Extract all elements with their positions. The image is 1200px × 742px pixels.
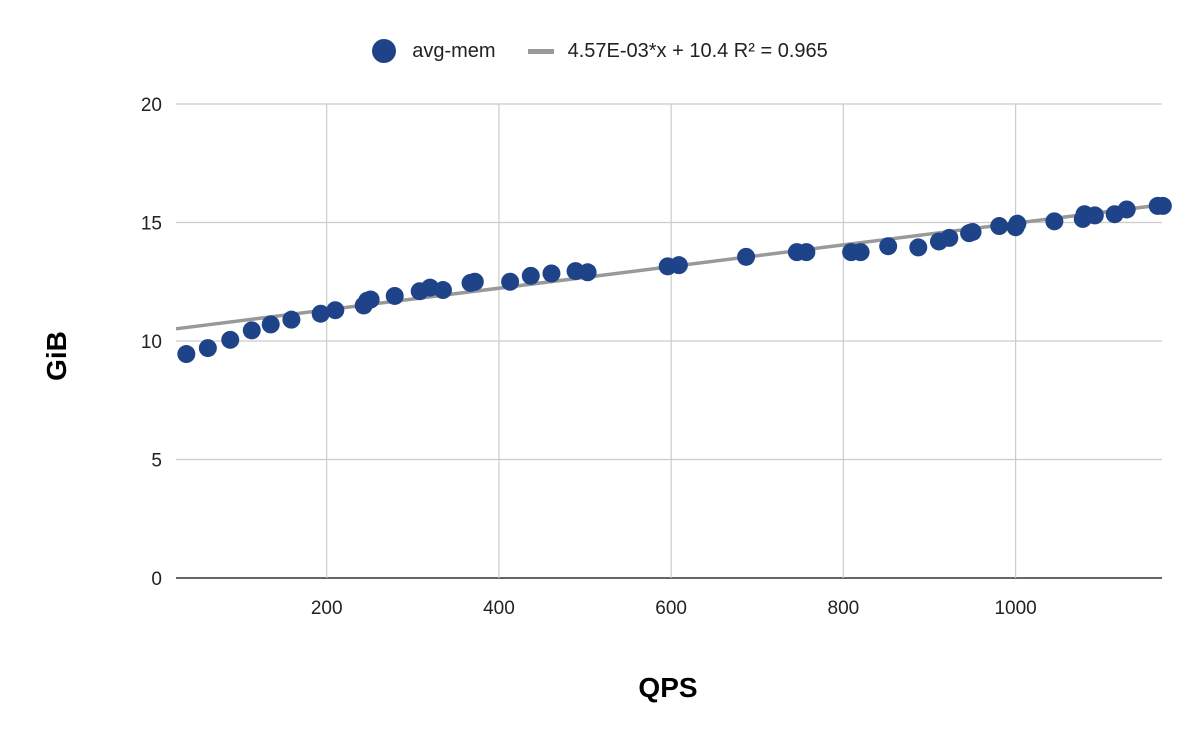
- data-point: [242, 321, 261, 340]
- data-point: [578, 263, 597, 282]
- data-point: [909, 238, 928, 257]
- data-point: [1008, 214, 1027, 233]
- data-point: [221, 330, 240, 349]
- data-point: [990, 217, 1009, 236]
- y-tick-label: 15: [141, 214, 162, 235]
- data-point: [198, 339, 217, 358]
- data-point: [1117, 200, 1136, 219]
- data-point: [385, 286, 404, 305]
- data-point: [326, 301, 345, 320]
- x-tick-label: 200: [311, 598, 343, 619]
- data-point: [361, 290, 380, 309]
- data-point: [465, 272, 484, 291]
- y-axis-title: GiB: [41, 331, 72, 381]
- data-point: [737, 247, 756, 266]
- x-tick-label: 400: [483, 598, 515, 619]
- legend-label-avg-mem: avg-mem: [412, 39, 496, 62]
- y-tick-label: 5: [151, 451, 162, 472]
- legend: avg-mem 4.57E-03*x + 10.4 R² = 0.965: [0, 36, 1200, 66]
- data-point: [879, 237, 898, 256]
- data-point: [282, 310, 301, 329]
- legend-item-trendline: 4.57E-03*x + 10.4 R² = 0.965: [496, 40, 828, 63]
- data-point: [851, 243, 870, 262]
- data-points: [177, 196, 1172, 364]
- data-point: [501, 272, 520, 291]
- data-point: [521, 266, 540, 285]
- data-point: [177, 345, 196, 364]
- data-point: [963, 222, 982, 241]
- y-tick-label: 10: [141, 332, 162, 353]
- data-point: [1045, 212, 1064, 231]
- data-point: [542, 264, 561, 283]
- legend-label-trendline: 4.57E-03*x + 10.4 R² = 0.965: [567, 39, 828, 62]
- data-point: [797, 243, 816, 262]
- x-tick-label: 1000: [994, 598, 1036, 619]
- data-point: [261, 315, 280, 334]
- tick-labels: 0 5 10 15 20 200 400 600 800 1000: [141, 95, 1037, 619]
- data-point: [940, 228, 959, 247]
- data-point: [1085, 206, 1104, 225]
- grid: [176, 103, 1162, 579]
- data-point: [669, 256, 688, 275]
- x-axis-title: QPS: [638, 672, 697, 703]
- data-point: [311, 304, 330, 323]
- trendline-marker-icon: [527, 48, 554, 54]
- y-tick-label: 0: [151, 569, 162, 590]
- y-tick-label: 20: [141, 95, 162, 116]
- data-point: [1153, 196, 1172, 215]
- x-tick-label: 800: [828, 598, 860, 619]
- x-tick-label: 600: [655, 598, 687, 619]
- data-point: [433, 281, 452, 300]
- legend-item-avg-mem: avg-mem: [372, 39, 496, 63]
- series-marker-icon: [372, 39, 397, 63]
